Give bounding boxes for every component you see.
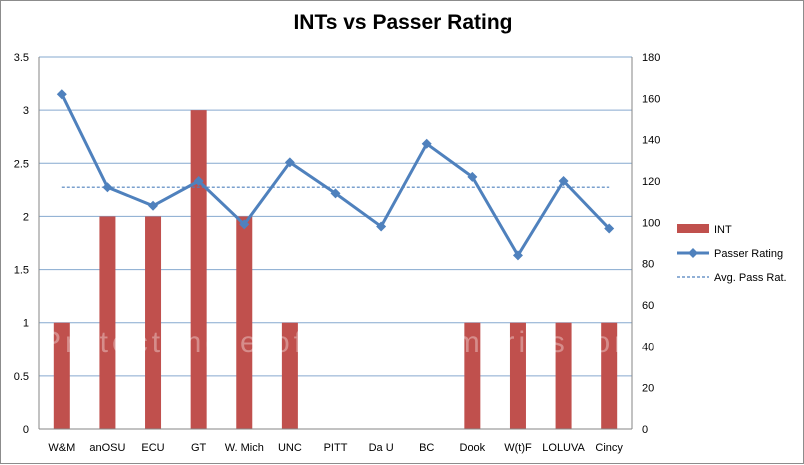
y-left-tick-label: 0.5 (14, 371, 29, 383)
y-right-tick-label: 0 (642, 424, 648, 436)
int-bar (281, 322, 298, 429)
passer-rating-line (60, 93, 611, 257)
chart-title: INTs vs Passer Rating (293, 11, 513, 34)
int-bar (145, 216, 162, 429)
y-right-tick-label: 20 (642, 383, 654, 395)
x-tick-label: anOSU (89, 442, 125, 454)
passer-rating-point (56, 89, 67, 100)
passer-rating-point (558, 176, 569, 186)
x-tick-label: W(t)F (504, 442, 532, 454)
passer-rating-point (376, 221, 387, 232)
passer-rating-point (193, 176, 204, 186)
int-bar (601, 322, 618, 429)
passer-rating-point (148, 200, 159, 211)
int-bar (464, 322, 481, 429)
y-left-tick-label: 1.5 (14, 265, 29, 277)
x-tick-label: Dook (460, 442, 486, 454)
legend-label-int: INT (714, 224, 732, 236)
y-left-tick-label: 2 (23, 211, 29, 223)
legend-label-avg-pass-rating: Avg. Pass Rat. (714, 272, 787, 284)
x-tick-label: BC (419, 442, 434, 454)
passer-rating-point (467, 171, 478, 182)
x-tick-label: Da U (369, 442, 394, 454)
y-right-tick-label: 140 (642, 135, 660, 147)
x-tick-label: Cincy (595, 442, 623, 454)
y-right-tick-label: 180 (642, 52, 660, 64)
y-right-tick-label: 60 (642, 300, 654, 312)
x-tick-label: UNC (278, 442, 302, 454)
y-right-tick-label: 100 (642, 217, 660, 229)
y-left-tick-label: 3.5 (14, 52, 29, 64)
x-tick-label: W&M (48, 442, 75, 454)
passer-rating-point (512, 250, 523, 261)
passer-rating-point (421, 138, 432, 149)
y-right-tick-label: 160 (642, 93, 660, 105)
passer-rating-point (604, 223, 615, 234)
legend-marker-passer-rating (688, 248, 698, 258)
legend-label-passer-rating: Passer Rating (714, 248, 783, 260)
y-left-tick-label: 0 (23, 424, 29, 436)
int-bar (555, 322, 572, 429)
x-tick-label: GT (191, 442, 207, 454)
y-right-tick-label: 80 (642, 259, 654, 271)
passer-rating-point (102, 182, 113, 193)
y-right-tick-label: 40 (642, 341, 654, 353)
x-tick-label: ECU (141, 442, 164, 454)
int-bar (99, 216, 116, 429)
legend-swatch-int (677, 224, 709, 233)
y-left-tick-label: 2.5 (14, 158, 29, 170)
x-tick-label: W. Mich (225, 442, 264, 454)
x-tick-label: PITT (324, 442, 348, 454)
y-left-tick-label: 1 (23, 318, 29, 330)
int-bar (236, 216, 253, 429)
passer-rating-point (330, 188, 341, 199)
int-bar (53, 322, 70, 429)
y-right-tick-label: 120 (642, 176, 660, 188)
y-left-tick-label: 3 (23, 105, 29, 117)
x-tick-label: LOLUVA (542, 442, 585, 454)
int-bar (190, 110, 207, 430)
int-bar (509, 322, 526, 429)
passer-rating-point (239, 219, 250, 230)
passer-rating-point (284, 157, 295, 168)
